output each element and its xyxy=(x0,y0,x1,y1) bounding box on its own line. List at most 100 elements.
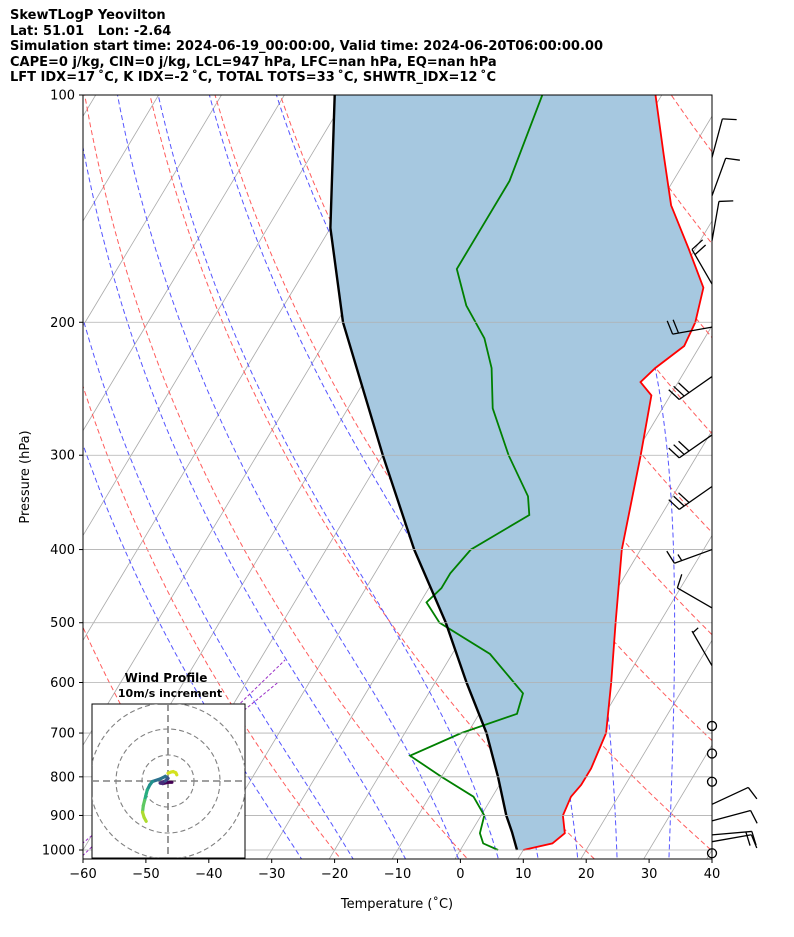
isotherm-line xyxy=(706,849,712,859)
barb-flag xyxy=(751,831,757,846)
hodograph-trace-upper xyxy=(166,769,179,777)
temperature-line xyxy=(523,95,705,851)
convective-parameters: CAPE=0 j/kg, CIN=0 j/kg, LCL=947 hPa, LF… xyxy=(10,54,497,70)
wind-barb xyxy=(711,786,758,805)
wind-barb xyxy=(711,834,758,849)
barb-flag xyxy=(745,831,751,846)
wind-barb xyxy=(691,239,713,285)
wind-barb xyxy=(668,376,713,401)
moist-adiabat-line xyxy=(83,443,303,859)
barb-shaft xyxy=(691,630,713,667)
dewpoint-line xyxy=(408,95,544,851)
calm-wind-circle xyxy=(706,720,718,732)
wind-barb xyxy=(711,118,737,158)
y-tick-label: 900 xyxy=(50,809,75,824)
calm-wind-circle xyxy=(706,776,718,787)
x-tick-label: −60 xyxy=(69,867,96,882)
wind-barb xyxy=(666,319,713,335)
station-coordinates: Lat: 51.01 Lon: -2.64 xyxy=(10,23,172,39)
barb-half-flag xyxy=(692,627,699,634)
barb-flag xyxy=(747,787,758,800)
barb-flag xyxy=(666,320,674,335)
dry-adiabat-line xyxy=(83,384,342,859)
chart-title: SkewTLogP Yeovilton xyxy=(10,8,166,23)
wind-barb xyxy=(711,830,757,846)
x-tick-label: −50 xyxy=(132,867,159,882)
barb-shaft xyxy=(672,326,713,335)
hodograph-subtitle: 10m/s increment xyxy=(118,687,222,700)
y-axis-ticks: 100 200 300 400 500 600 700 800 900 1000 xyxy=(42,89,83,859)
barb-shaft xyxy=(711,118,723,158)
isotherm-line xyxy=(83,95,222,327)
wind-barb xyxy=(676,574,713,609)
simulation-times: Simulation start time: 2024-06-19_00:00:… xyxy=(10,39,603,54)
y-tick-label: 700 xyxy=(50,727,75,742)
x-axis-label: Temperature (˚C) xyxy=(340,896,453,912)
dry-adiabat-line xyxy=(475,95,712,435)
dry-adiabat-line xyxy=(84,95,469,859)
barb-flag xyxy=(668,389,680,400)
dry-adiabat-line xyxy=(149,95,596,859)
barb-flag xyxy=(678,492,690,504)
barb-flag xyxy=(666,550,675,564)
x-tick-label: 0 xyxy=(456,867,464,882)
moist-adiabat-line xyxy=(116,95,460,859)
wind-barb xyxy=(668,485,713,510)
hodograph-trace xyxy=(142,815,148,823)
isotherm-line xyxy=(756,22,794,881)
barb-flag xyxy=(676,574,683,589)
barb-flag xyxy=(672,319,680,334)
moist-adiabat-line xyxy=(83,144,407,859)
barb-shaft xyxy=(691,249,713,285)
wind-barb xyxy=(691,627,713,667)
wind-barb xyxy=(711,157,740,197)
y-tick-label: 100 xyxy=(50,89,75,104)
y-axis-label: Pressure (hPa) xyxy=(18,430,33,523)
x-tick-label: −10 xyxy=(384,867,411,882)
hodograph-title: Wind Profile xyxy=(125,671,208,685)
stability-indices: LFT IDX=17 ˚C, K IDX=-2 ˚C, TOTAL TOTS=3… xyxy=(10,70,497,85)
barb-flag xyxy=(673,385,685,397)
x-tick-label: −20 xyxy=(321,867,348,882)
y-tick-label: 300 xyxy=(50,449,75,464)
barb-flag xyxy=(694,244,707,256)
isotherm-line xyxy=(83,95,285,432)
wind-barb xyxy=(711,200,734,241)
moist-adiabat-line xyxy=(83,316,354,859)
barb-shaft xyxy=(677,587,713,609)
chart-header: SkewTLogP Yeovilton Lat: 51.01 Lon: -2.6… xyxy=(10,8,603,86)
sounding-profiles xyxy=(329,95,705,851)
barb-half-flag xyxy=(677,554,683,561)
x-tick-label: −40 xyxy=(195,867,222,882)
x-tick-label: −30 xyxy=(258,867,285,882)
barb-flag xyxy=(750,834,758,849)
barb-flag xyxy=(673,444,685,455)
barb-shaft xyxy=(674,548,713,564)
barb-flag xyxy=(673,495,685,507)
calm-wind-circle xyxy=(706,848,718,859)
wind-barb xyxy=(666,548,713,564)
barb-shaft xyxy=(711,830,752,836)
barb-shaft xyxy=(711,834,752,843)
y-tick-label: 400 xyxy=(50,543,75,558)
barb-flag xyxy=(668,447,680,459)
barb-flag xyxy=(691,239,704,250)
barb-flag xyxy=(725,157,740,161)
isotherm-line xyxy=(580,639,712,859)
y-tick-label: 1000 xyxy=(42,844,75,859)
barb-flag xyxy=(668,499,680,510)
y-tick-label: 600 xyxy=(50,676,75,691)
parcel-line xyxy=(329,95,519,851)
wind-barbs xyxy=(666,118,758,859)
barb-shaft xyxy=(678,434,713,459)
barb-flag xyxy=(718,200,734,203)
x-tick-label: 30 xyxy=(641,867,658,882)
barb-flag xyxy=(722,118,737,121)
moist-adiabat-line xyxy=(547,95,676,859)
x-tick-label: 10 xyxy=(515,867,532,882)
wind-barb xyxy=(711,809,758,824)
x-tick-label: 40 xyxy=(704,867,721,882)
y-tick-label: 500 xyxy=(50,616,75,631)
wind-barb xyxy=(668,434,713,459)
